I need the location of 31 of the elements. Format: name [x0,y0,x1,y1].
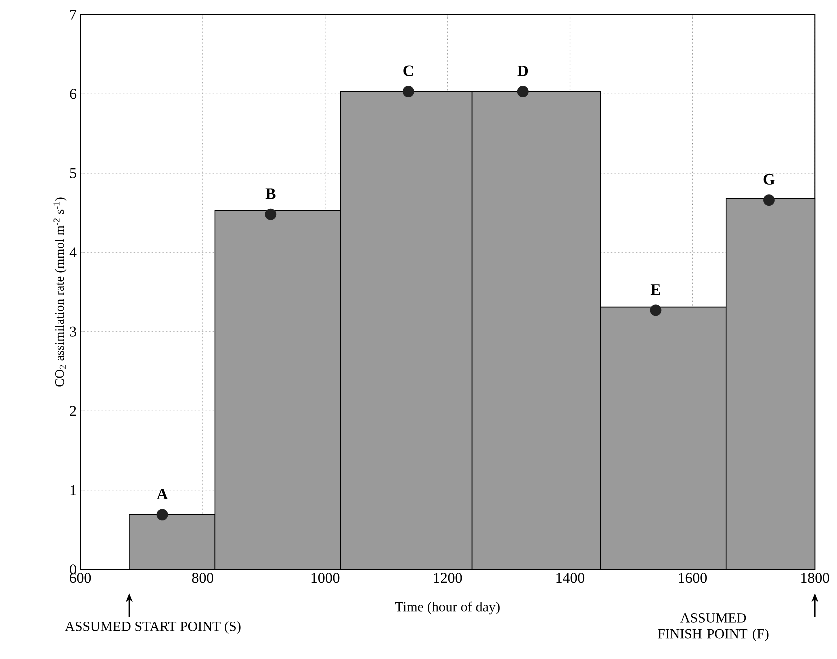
y-tick-label: 4 [70,248,77,258]
y-tick-label: 6 [70,89,77,100]
y-tick-label: 0 [70,564,76,575]
y-tick-label: 2 [70,406,76,416]
x-tick-label: 1200 [434,573,462,584]
annotation: G [764,174,775,185]
point [402,86,414,98]
point [517,86,529,98]
x-axis-title: Time (hour of day) [395,602,500,615]
annotation: E [650,284,660,296]
text: ASSUMED START POINT (S) [65,621,241,634]
y-tick-label: 5 [70,168,76,178]
annotation: C [404,66,414,76]
x-tick-label: 600 [70,573,92,584]
x-tick-label: 1800 [802,573,830,584]
x-tick-label: 800 [192,573,214,584]
y-tick-label: 7 [70,10,77,20]
y-tick-label: 3 [70,326,76,337]
point [265,208,277,220]
annotation: A [156,489,168,500]
y-axis-title: CO$_{2}$ assimilation rate (mmol m$^{-2}$ s$^{-1}$) [54,198,67,387]
point [156,509,168,521]
point [650,304,662,316]
annotation: B [266,188,276,200]
x-tick-label: 1400 [556,573,585,584]
annotation: D [518,66,528,76]
x-tick-label: 1000 [312,573,340,584]
y-tick-label: 1 [70,485,76,496]
point [764,194,775,206]
text: ASSUMED FINISH POINT (F) [658,614,769,642]
x-tick-label: 1600 [679,573,707,584]
